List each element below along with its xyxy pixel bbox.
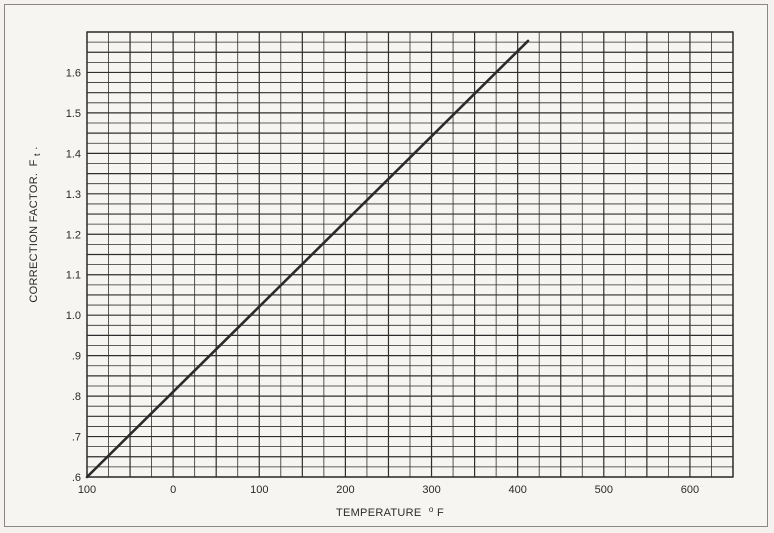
y-tick-label: 1.3 [66,189,81,201]
series-line-0 [85,39,530,479]
y-tick-label: 1.6 [66,67,81,79]
correction-factor-chart: 100 0 100 200 300 400 500 600 .6 .7 .8 .9 1.0 1.1 1.2… [28,31,734,519]
y-tick-label: 1.4 [66,148,81,160]
y-tick-label: 1.1 [66,270,81,282]
y-tick-label: 1.0 [66,310,81,322]
x-axis-unit: F [437,507,444,519]
x-tick-label: 100 [78,484,96,496]
y-tick-label: .8 [72,391,81,403]
y-axis-title: CORRECTION FACTOR. F t . [28,146,43,302]
y-tick-label: 1.2 [66,229,81,241]
y-axis-title-end: . [28,146,40,149]
y-tick-labels: .6 .7 .8 .9 1.0 1.1 1.2 1.3 1.4 1.5 1.6 [66,67,81,484]
x-axis-unit-degree: o [429,505,434,514]
x-tick-label: 400 [508,484,526,496]
x-axis-title-text: TEMPERATURE [336,507,422,519]
plot-border [86,31,734,478]
x-tick-label: 500 [595,484,613,496]
x-tick-label: 200 [336,484,354,496]
y-tick-label: 1.5 [66,108,81,120]
y-tick-label: .9 [72,351,81,363]
x-tick-labels: 100 0 100 200 300 400 500 600 [78,484,699,496]
figure-frame: 100 0 100 200 300 400 500 600 .6 .7 .8 .9 1.0 1.1 1.2… [4,4,768,527]
x-tick-label: 300 [422,484,440,496]
y-axis-title-text: CORRECTION FACTOR. [28,173,40,303]
y-tick-label: .7 [72,432,81,444]
x-tick-label: 600 [681,484,699,496]
x-axis-title: TEMPERATURE o F [336,503,444,519]
x-tick-label: 0 [170,484,176,496]
y-axis-subscript: t [32,153,42,156]
series-layer [85,39,530,479]
x-tick-label: 100 [250,484,268,496]
y-axis-symbol: F [28,159,40,166]
y-tick-label: .6 [72,472,81,484]
